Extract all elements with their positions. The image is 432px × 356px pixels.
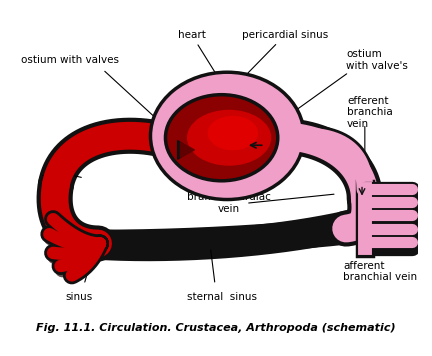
Ellipse shape — [187, 110, 271, 166]
Text: Fig. 11.1. Circulation. Crustacea, Arthropoda (schematic): Fig. 11.1. Circulation. Crustacea, Arthr… — [36, 323, 396, 333]
Text: heart: heart — [178, 30, 216, 74]
Text: sinus: sinus — [66, 292, 93, 302]
Text: pericardial sinus: pericardial sinus — [242, 30, 328, 73]
Ellipse shape — [207, 116, 258, 150]
Ellipse shape — [165, 95, 278, 181]
Polygon shape — [178, 141, 192, 159]
Ellipse shape — [150, 72, 304, 199]
Text: ostium
with valve's: ostium with valve's — [346, 49, 408, 71]
Text: branchiocardiac
vein: branchiocardiac vein — [187, 193, 271, 214]
Text: afferent
branchial vein: afferent branchial vein — [343, 261, 417, 282]
Text: ostium with valves: ostium with valves — [21, 55, 119, 65]
Text: efferent
branchia
vein: efferent branchia vein — [347, 96, 393, 129]
Text: sternal  sinus: sternal sinus — [187, 292, 257, 302]
Polygon shape — [181, 142, 194, 157]
Text: artery: artery — [40, 173, 72, 183]
